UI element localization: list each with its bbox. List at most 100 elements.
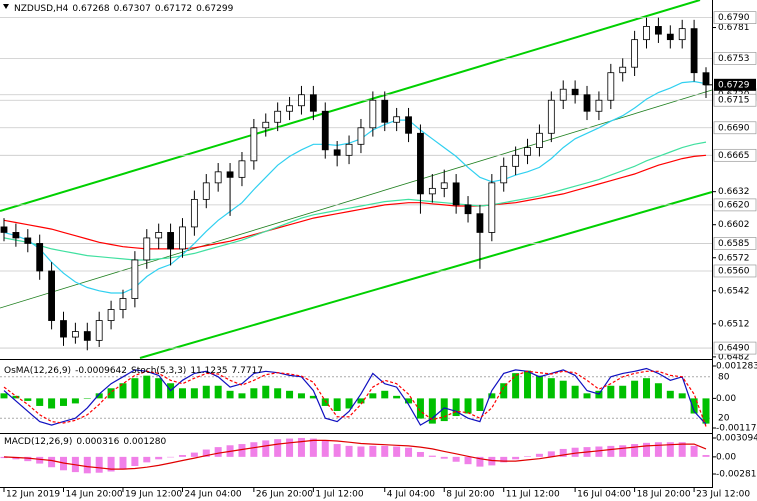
macd-bar [393, 446, 401, 457]
y-tick-label: -0.001174 [716, 424, 757, 434]
x-tick-label: 24 Jun 04:00 [184, 490, 241, 500]
header-value: -0.0009642 [75, 366, 127, 376]
indicator-header: OsMA(12,26,9) -0.0009642 Stoch(5,3,3) 11.12… [4, 366, 263, 376]
candle-body [440, 182, 448, 189]
y-tick-label: 0.00 [716, 394, 736, 404]
osma-bar [369, 393, 377, 399]
candle-body [607, 72, 615, 101]
osma-bar [702, 398, 710, 424]
candle-body [678, 28, 686, 41]
candle-body [369, 99, 377, 129]
osma-bar [393, 395, 401, 399]
candle-body [190, 198, 198, 228]
macd-bar [238, 444, 246, 457]
osma-bar [226, 390, 234, 399]
candle-body [24, 237, 32, 244]
header-value: 0.67299 [196, 4, 233, 14]
level-label: 0.6620 [718, 200, 750, 210]
osma-bar [190, 388, 198, 399]
candle-body [524, 147, 531, 156]
candle-body [666, 33, 674, 41]
osma-bar [262, 385, 270, 399]
candle-body [464, 204, 472, 215]
macd-bar [202, 449, 210, 457]
osma-bar [583, 393, 591, 399]
x-tick-label: 18 Jul 20:00 [637, 490, 691, 500]
candle-body [547, 99, 555, 134]
macd-bar [571, 447, 579, 457]
candle-body [155, 232, 163, 239]
osma-bar [36, 398, 44, 406]
macd-bar [512, 456, 520, 460]
macd-bar [524, 456, 532, 457]
macd-bar [250, 442, 258, 457]
osma-bar [452, 398, 460, 417]
level-label: 0.6690 [718, 123, 750, 133]
level-label: 0.6753 [718, 54, 750, 64]
osma-bar [309, 395, 317, 399]
candle-body [262, 121, 270, 129]
osma-bar [428, 398, 436, 424]
candle-body [274, 110, 282, 123]
macd-bar [654, 442, 662, 457]
level-label: 0.6715 [718, 96, 750, 106]
macd-bar [131, 456, 139, 467]
header-value: 7.7717 [232, 366, 264, 376]
macd-bar [357, 446, 365, 457]
osma-bar [71, 398, 79, 404]
x-tick-label: 1 Jul 12:00 [315, 490, 364, 500]
candle-body [321, 110, 329, 151]
candle-body [60, 320, 67, 338]
macd-bar [547, 451, 555, 457]
y-tick-label: 0.6632 [718, 187, 750, 197]
macd-bar [416, 451, 424, 457]
candle-body [71, 331, 79, 338]
level-label-box [713, 264, 757, 278]
macd-bar [155, 456, 163, 460]
candle-body [595, 99, 603, 112]
header-label: Stoch(5,3,3) [131, 366, 186, 376]
macd-bar [500, 456, 508, 463]
x-tick-label: 23 Jul 12:00 [696, 490, 750, 500]
macd-bar [631, 444, 639, 457]
macd-bar [381, 445, 389, 457]
x-tick-label: 26 Jun 20:00 [256, 490, 313, 500]
macd-bar [464, 456, 472, 465]
candle-body [536, 132, 543, 149]
candle-body [179, 226, 186, 250]
candle-body [119, 298, 127, 310]
y2-tick-label: 80 [718, 372, 730, 382]
indicator-header: MACD(12,26,9) 0.000316 0.001280 [4, 437, 167, 447]
candle-body [226, 171, 234, 178]
layers: 0.6781 0.6632 0.6602 0.6572 0.6542 0.6512 0.64… [0, 4, 757, 500]
osma-bar [178, 388, 186, 399]
macd-bar [24, 456, 32, 462]
y-tick-label: 0.6781 [718, 23, 750, 33]
x-tick-label: 4 Jul 04:00 [387, 490, 436, 500]
candle-body [488, 182, 496, 233]
candle-body [417, 132, 424, 195]
indicator-line [3, 370, 707, 427]
level-label: 0.6560 [718, 266, 750, 276]
candle-body [333, 149, 341, 156]
osma-bar [416, 398, 424, 419]
level-label-box [713, 237, 757, 250]
osma-bar [345, 398, 353, 409]
candle-body [357, 127, 365, 145]
header-value: 0.67268 [72, 4, 109, 14]
osma-bar [24, 398, 32, 401]
candle-body [345, 143, 353, 156]
y-tick-label: 0.6572 [718, 253, 750, 263]
header-value: 0.67172 [155, 4, 192, 14]
osma-bar [666, 390, 674, 399]
candle-body [95, 320, 103, 341]
y-tick-label: 0.6542 [718, 286, 750, 296]
osma-bar [654, 383, 662, 399]
candle-body [690, 28, 698, 74]
candle-body [512, 154, 520, 167]
header-value: 11.1235 [190, 366, 227, 376]
channel-upper [0, 0, 701, 212]
y-tick-label: 0.001283 [716, 362, 757, 372]
candle-body [202, 182, 210, 200]
candle-body [631, 39, 639, 68]
